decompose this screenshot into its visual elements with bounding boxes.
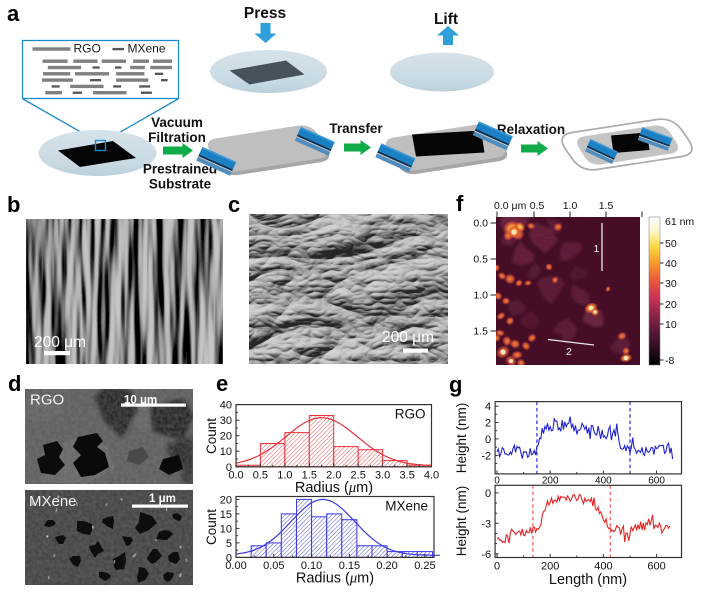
svg-text:0.10: 0.10 [301,560,322,572]
svg-text:1.0: 1.0 [473,290,488,302]
svg-text:1.0: 1.0 [563,200,578,212]
svg-text:1: 1 [594,243,600,255]
svg-text:MXene: MXene [385,499,428,514]
svg-text:20: 20 [665,299,677,311]
svg-text:20: 20 [220,494,232,506]
svg-text:0.05: 0.05 [263,560,284,572]
svg-text:Height (nm): Height (nm) [454,486,469,557]
svg-text:2.0: 2.0 [326,469,341,481]
svg-text:0.20: 0.20 [376,560,397,572]
svg-text:0.5: 0.5 [473,254,488,266]
svg-text:0.15: 0.15 [339,560,360,572]
svg-text:0.5: 0.5 [530,200,545,212]
svg-text:200 μm: 200 μm [34,334,86,351]
svg-text:400: 400 [594,561,612,573]
svg-text:20: 20 [220,431,232,443]
svg-text:10: 10 [665,319,677,331]
svg-text:0: 0 [485,434,491,446]
svg-text:RGO: RGO [395,407,426,422]
svg-text:0.5: 0.5 [253,469,268,481]
svg-text:RGO: RGO [30,392,64,409]
svg-text:Press: Press [244,5,286,22]
svg-text:4.0: 4.0 [424,469,439,481]
svg-text:-2: -2 [481,451,491,463]
svg-text:200: 200 [542,475,559,486]
svg-text:MXene: MXene [128,42,166,56]
svg-text:Prestrained: Prestrained [143,162,217,177]
svg-text:30: 30 [665,278,677,290]
svg-text:0: 0 [226,462,232,474]
svg-text:2: 2 [566,346,572,358]
svg-text:Transfer: Transfer [329,121,383,136]
svg-text:600: 600 [648,475,665,486]
svg-text:Lift: Lift [434,11,458,28]
svg-text:-8: -8 [665,355,674,367]
svg-text:0: 0 [494,475,500,486]
svg-text:-6: -6 [481,549,491,561]
svg-text:1.5: 1.5 [473,326,488,338]
svg-text:40: 40 [665,258,677,270]
svg-text:-3: -3 [481,518,491,530]
svg-text:0.25: 0.25 [414,560,435,572]
svg-text:40: 40 [220,400,232,412]
svg-text:Relaxation: Relaxation [497,122,565,137]
svg-text:0.00: 0.00 [225,560,246,572]
svg-text:1.0: 1.0 [277,469,292,481]
svg-text:0: 0 [494,561,500,573]
svg-text:RGO: RGO [74,42,101,56]
svg-text:4: 4 [485,401,491,413]
svg-text:200: 200 [541,561,559,573]
svg-text:0.0: 0.0 [473,218,488,230]
svg-text:1 μm: 1 μm [149,493,176,505]
svg-text:10: 10 [220,446,232,458]
svg-text:15: 15 [220,509,232,521]
svg-text:1.5: 1.5 [302,469,317,481]
svg-text:Length (nm): Length (nm) [549,572,627,588]
svg-text:Radius (μm): Radius (μm) [295,480,373,496]
svg-text:600: 600 [647,561,665,573]
svg-text:2.5: 2.5 [351,469,366,481]
svg-text:Substrate: Substrate [149,177,212,192]
svg-text:30: 30 [220,415,232,427]
svg-text:Count: Count [204,418,219,454]
svg-text:0: 0 [226,552,232,564]
svg-text:50: 50 [665,238,677,250]
svg-text:10: 10 [220,523,232,535]
svg-text:1.5: 1.5 [599,200,614,212]
svg-text:3.5: 3.5 [399,469,414,481]
svg-text:0: 0 [485,488,491,500]
svg-text:Count: Count [204,509,219,545]
svg-text:0.0 μm: 0.0 μm [494,200,527,212]
svg-text:Vacuum: Vacuum [151,115,203,130]
svg-text:0.0: 0.0 [228,469,243,481]
svg-text:5: 5 [226,538,232,550]
svg-text:Radius (μm): Radius (μm) [296,570,374,586]
svg-text:200 μm: 200 μm [382,329,434,346]
svg-text:Height (nm): Height (nm) [454,403,469,474]
svg-text:Filtration: Filtration [148,130,206,145]
svg-text:61 nm: 61 nm [665,216,694,228]
svg-text:2: 2 [485,418,491,430]
svg-text:MXene: MXene [29,493,77,510]
svg-text:400: 400 [595,475,612,486]
svg-text:3.0: 3.0 [375,469,390,481]
